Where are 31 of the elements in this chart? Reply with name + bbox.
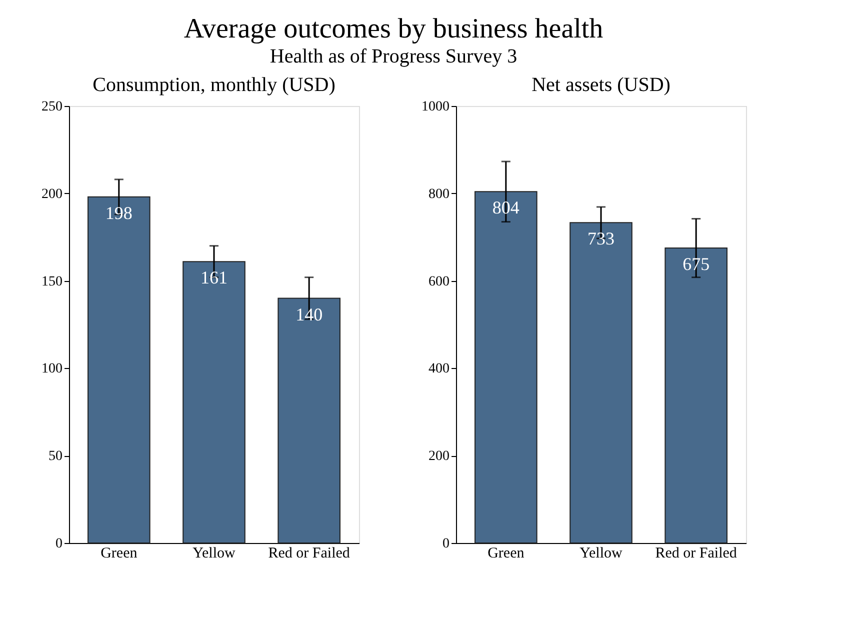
bar bbox=[182, 261, 246, 544]
y-tick-label: 0 bbox=[442, 536, 450, 552]
y-tick-label: 200 bbox=[42, 186, 62, 202]
x-tick-label: Red or Failed bbox=[268, 546, 350, 562]
bar bbox=[664, 248, 728, 544]
text: Average outcomes by business health bbox=[184, 14, 604, 44]
y-tick-label: 50 bbox=[48, 449, 62, 464]
data-label: 198 bbox=[105, 202, 132, 223]
y-tick-label: 100 bbox=[42, 362, 62, 377]
y-tick-label: 800 bbox=[428, 186, 450, 202]
bar bbox=[570, 222, 632, 544]
bar bbox=[88, 196, 150, 544]
chart-title: Consumption, monthly (USD) bbox=[92, 74, 336, 96]
x-tick-label: Yellow bbox=[580, 546, 622, 562]
y-tick-label: 1000 bbox=[422, 100, 450, 114]
y-tick-label: 400 bbox=[428, 362, 450, 377]
x-tick-label: Yellow bbox=[192, 546, 236, 562]
bar bbox=[474, 191, 538, 544]
y-tick-label: 600 bbox=[428, 274, 450, 290]
x-tick-label: Green bbox=[100, 546, 138, 562]
y-tick-label: 0 bbox=[56, 536, 62, 552]
text: Health as of Progress Survey 3 bbox=[270, 46, 518, 68]
x-tick-label: Red or Failed bbox=[655, 546, 738, 562]
x-tick-label: Green bbox=[488, 546, 525, 562]
y-tick-label: 250 bbox=[42, 100, 62, 114]
bar bbox=[278, 298, 340, 544]
y-tick-label: 150 bbox=[42, 274, 62, 290]
data-label: 161 bbox=[200, 268, 228, 288]
y-tick-label: 200 bbox=[428, 449, 450, 464]
data-label: 733 bbox=[588, 228, 614, 249]
chart-title: Net assets (USD) bbox=[532, 74, 670, 96]
